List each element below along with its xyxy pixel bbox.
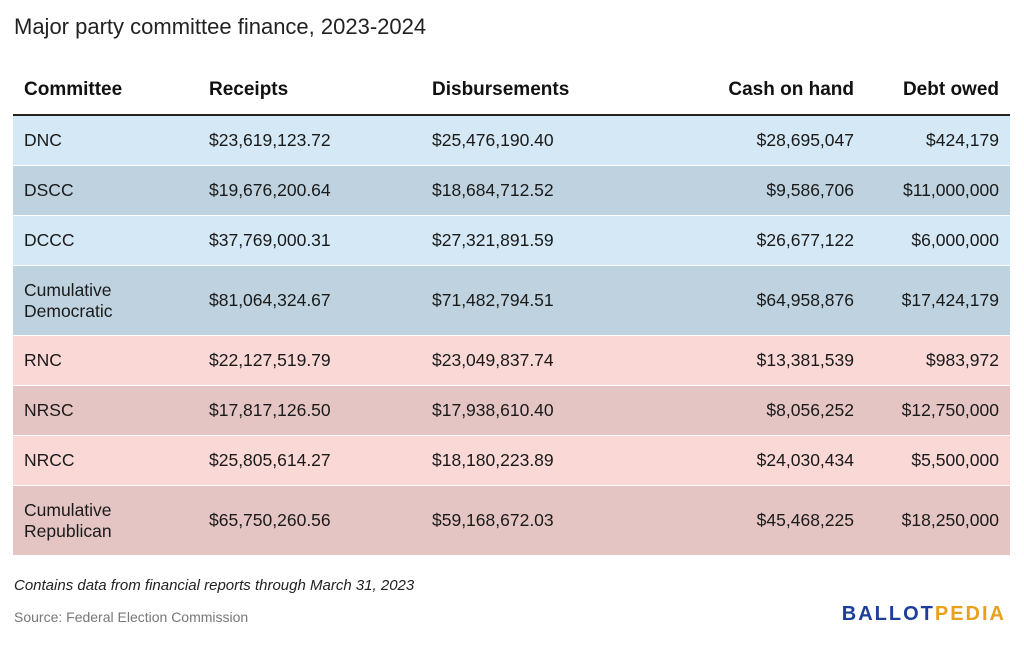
committee-name: DSCC: [13, 165, 198, 216]
cash-on-hand-cell: $8,056,252: [643, 385, 865, 436]
table-row: NRSC $17,817,126.50 $17,938,610.40 $8,05…: [13, 385, 1010, 436]
receipts-cell: $81,064,324.67: [198, 265, 421, 336]
table-row: NRCC $25,805,614.27 $18,180,223.89 $24,0…: [13, 435, 1010, 486]
table-header-row: Committee Receipts Disbursements Cash on…: [13, 66, 1010, 116]
receipts-cell: $37,769,000.31: [198, 215, 421, 266]
table-row: DSCC $19,676,200.64 $18,684,712.52 $9,58…: [13, 165, 1010, 216]
table-row: RNC $22,127,519.79 $23,049,837.74 $13,38…: [13, 335, 1010, 386]
committee-name: Cumulative Republican: [13, 485, 198, 556]
logo-part-ballot: BALLOT: [841, 603, 935, 625]
table-row: Cumulative Democratic $81,064,324.67 $71…: [13, 265, 1010, 336]
disbursements-cell: $27,321,891.59: [421, 215, 643, 266]
disbursements-cell: $18,180,223.89: [421, 435, 643, 486]
cash-on-hand-cell: $26,677,122: [643, 215, 865, 266]
table-row: DNC $23,619,123.72 $25,476,190.40 $28,69…: [13, 115, 1010, 166]
header-committee: Committee: [13, 66, 198, 116]
debt-owed-cell: $18,250,000: [865, 485, 1010, 556]
committee-name: Cumulative Democratic: [13, 265, 198, 336]
debt-owed-cell: $11,000,000: [865, 165, 1010, 216]
receipts-cell: $25,805,614.27: [198, 435, 421, 486]
header-receipts: Receipts: [198, 66, 421, 116]
header-debt-owed: Debt owed: [865, 66, 1010, 116]
debt-owed-cell: $6,000,000: [865, 215, 1010, 266]
disbursements-cell: $23,049,837.74: [421, 335, 643, 386]
footnote: Contains data from financial reports thr…: [14, 577, 415, 594]
disbursements-cell: $18,684,712.52: [421, 165, 643, 216]
committee-name: DNC: [13, 115, 198, 166]
table-row: Cumulative Republican $65,750,260.56 $59…: [13, 485, 1010, 556]
debt-owed-cell: $17,424,179: [865, 265, 1010, 336]
debt-owed-cell: $5,500,000: [865, 435, 1010, 486]
receipts-cell: $23,619,123.72: [198, 115, 421, 166]
debt-owed-cell: $12,750,000: [865, 385, 1010, 436]
disbursements-cell: $25,476,190.40: [421, 115, 643, 166]
header-disbursements: Disbursements: [421, 66, 643, 116]
receipts-cell: $65,750,260.56: [198, 485, 421, 556]
chart-title: Major party committee finance, 2023-2024: [14, 14, 427, 39]
cash-on-hand-cell: $13,381,539: [643, 335, 865, 386]
committee-name: RNC: [13, 335, 198, 386]
header-cash-on-hand: Cash on hand: [643, 66, 865, 116]
disbursements-cell: $59,168,672.03: [421, 485, 643, 556]
logo-part-pedia: PEDIA: [934, 603, 1006, 625]
debt-owed-cell: $424,179: [865, 115, 1010, 166]
source-credit: Source: Federal Election Commission: [14, 609, 249, 625]
receipts-cell: $22,127,519.79: [198, 335, 421, 386]
cash-on-hand-cell: $45,468,225: [643, 485, 865, 556]
finance-table: Committee Receipts Disbursements Cash on…: [13, 66, 1010, 556]
cash-on-hand-cell: $9,586,706: [643, 165, 865, 216]
ballotpedia-logo[interactable]: BALLOTPEDIA: [842, 603, 1006, 626]
disbursements-cell: $71,482,794.51: [421, 265, 643, 336]
debt-owed-cell: $983,972: [865, 335, 1010, 386]
cash-on-hand-cell: $28,695,047: [643, 115, 865, 166]
committee-name: NRSC: [13, 385, 198, 436]
committee-name: DCCC: [13, 215, 198, 266]
table-row: DCCC $37,769,000.31 $27,321,891.59 $26,6…: [13, 215, 1010, 266]
disbursements-cell: $17,938,610.40: [421, 385, 643, 436]
committee-name: NRCC: [13, 435, 198, 486]
receipts-cell: $19,676,200.64: [198, 165, 421, 216]
cash-on-hand-cell: $24,030,434: [643, 435, 865, 486]
receipts-cell: $17,817,126.50: [198, 385, 421, 436]
cash-on-hand-cell: $64,958,876: [643, 265, 865, 336]
